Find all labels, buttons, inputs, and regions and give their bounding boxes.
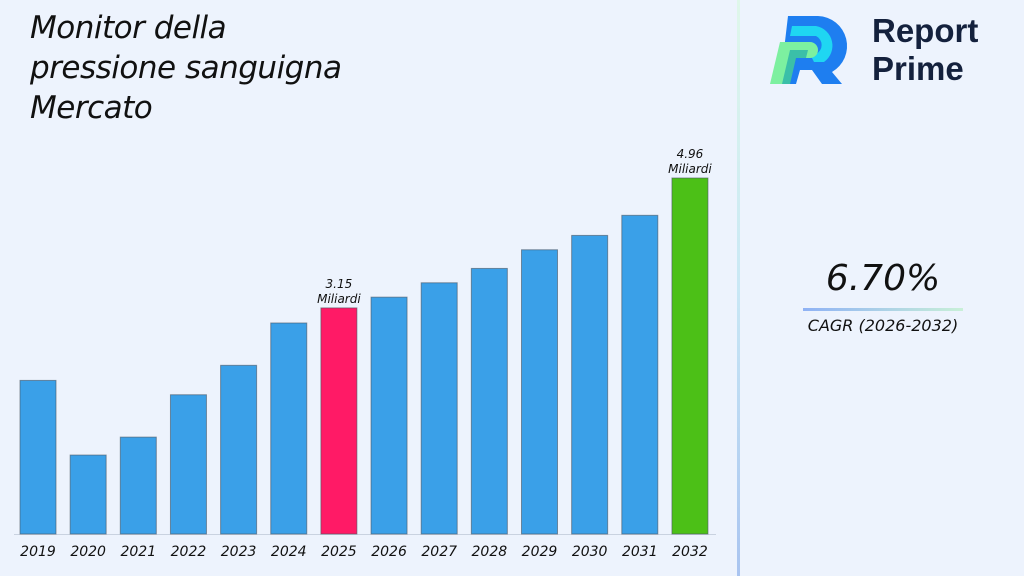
x-tick-label: 2032 [672, 544, 708, 560]
bar-2025 [320, 307, 358, 535]
x-tick-label: 2022 [171, 544, 207, 560]
bar-2026 [370, 296, 408, 535]
x-tick-label: 2024 [271, 544, 307, 560]
bar-2023 [220, 364, 258, 535]
bar-2022 [169, 394, 207, 535]
x-tick-label: 2019 [20, 544, 56, 560]
brand-name: Report Prime [872, 12, 978, 88]
divider [737, 0, 740, 576]
bar-chart: 2019 2020 2021 2022 2023 2024 2025 2026 2027 2028… [14, 147, 716, 560]
bar-2032 [671, 177, 709, 535]
bar-2024 [270, 322, 308, 535]
chart-title: Monitor della pressione sanguigna Mercat… [30, 8, 342, 128]
brand-line: Prime [872, 50, 964, 87]
data-label-unit: Miliardi [668, 162, 712, 176]
bar-2029 [521, 249, 558, 535]
brand-line: Report [872, 12, 979, 49]
data-label-unit: Miliardi [317, 292, 361, 306]
x-tick-label: 2029 [522, 544, 558, 560]
x-tick-label: 2028 [472, 544, 508, 560]
x-tick-label: 2030 [572, 544, 608, 560]
x-tick-label: 2027 [421, 544, 457, 560]
bar-2020 [69, 454, 107, 535]
data-label-value: 4.96 [677, 147, 704, 161]
title-line: Monitor della [30, 10, 227, 46]
x-tick-label: 2023 [221, 544, 257, 560]
bar-2021 [119, 436, 157, 535]
x-tick-label: 2021 [120, 544, 156, 560]
report-prime-logo-icon [770, 16, 848, 84]
bar-2031 [621, 214, 659, 535]
data-label-value: 3.15 [326, 277, 353, 291]
x-tick-label: 2031 [622, 544, 658, 560]
bar-2028 [470, 267, 508, 535]
x-tick-label: 2026 [371, 544, 407, 560]
bar-2019 [19, 379, 57, 535]
bar-2027 [420, 282, 458, 535]
x-tick-label: 2020 [70, 544, 106, 560]
cagr-underline [803, 308, 963, 311]
bar-2030 [571, 234, 609, 535]
x-tick-label: 2025 [321, 544, 357, 560]
cagr-label: CAGR (2026-2032) [807, 316, 959, 335]
cagr-value: 6.70% [825, 258, 941, 299]
title-line: Mercato [30, 90, 153, 126]
title-line: pressione sanguigna [30, 50, 342, 86]
